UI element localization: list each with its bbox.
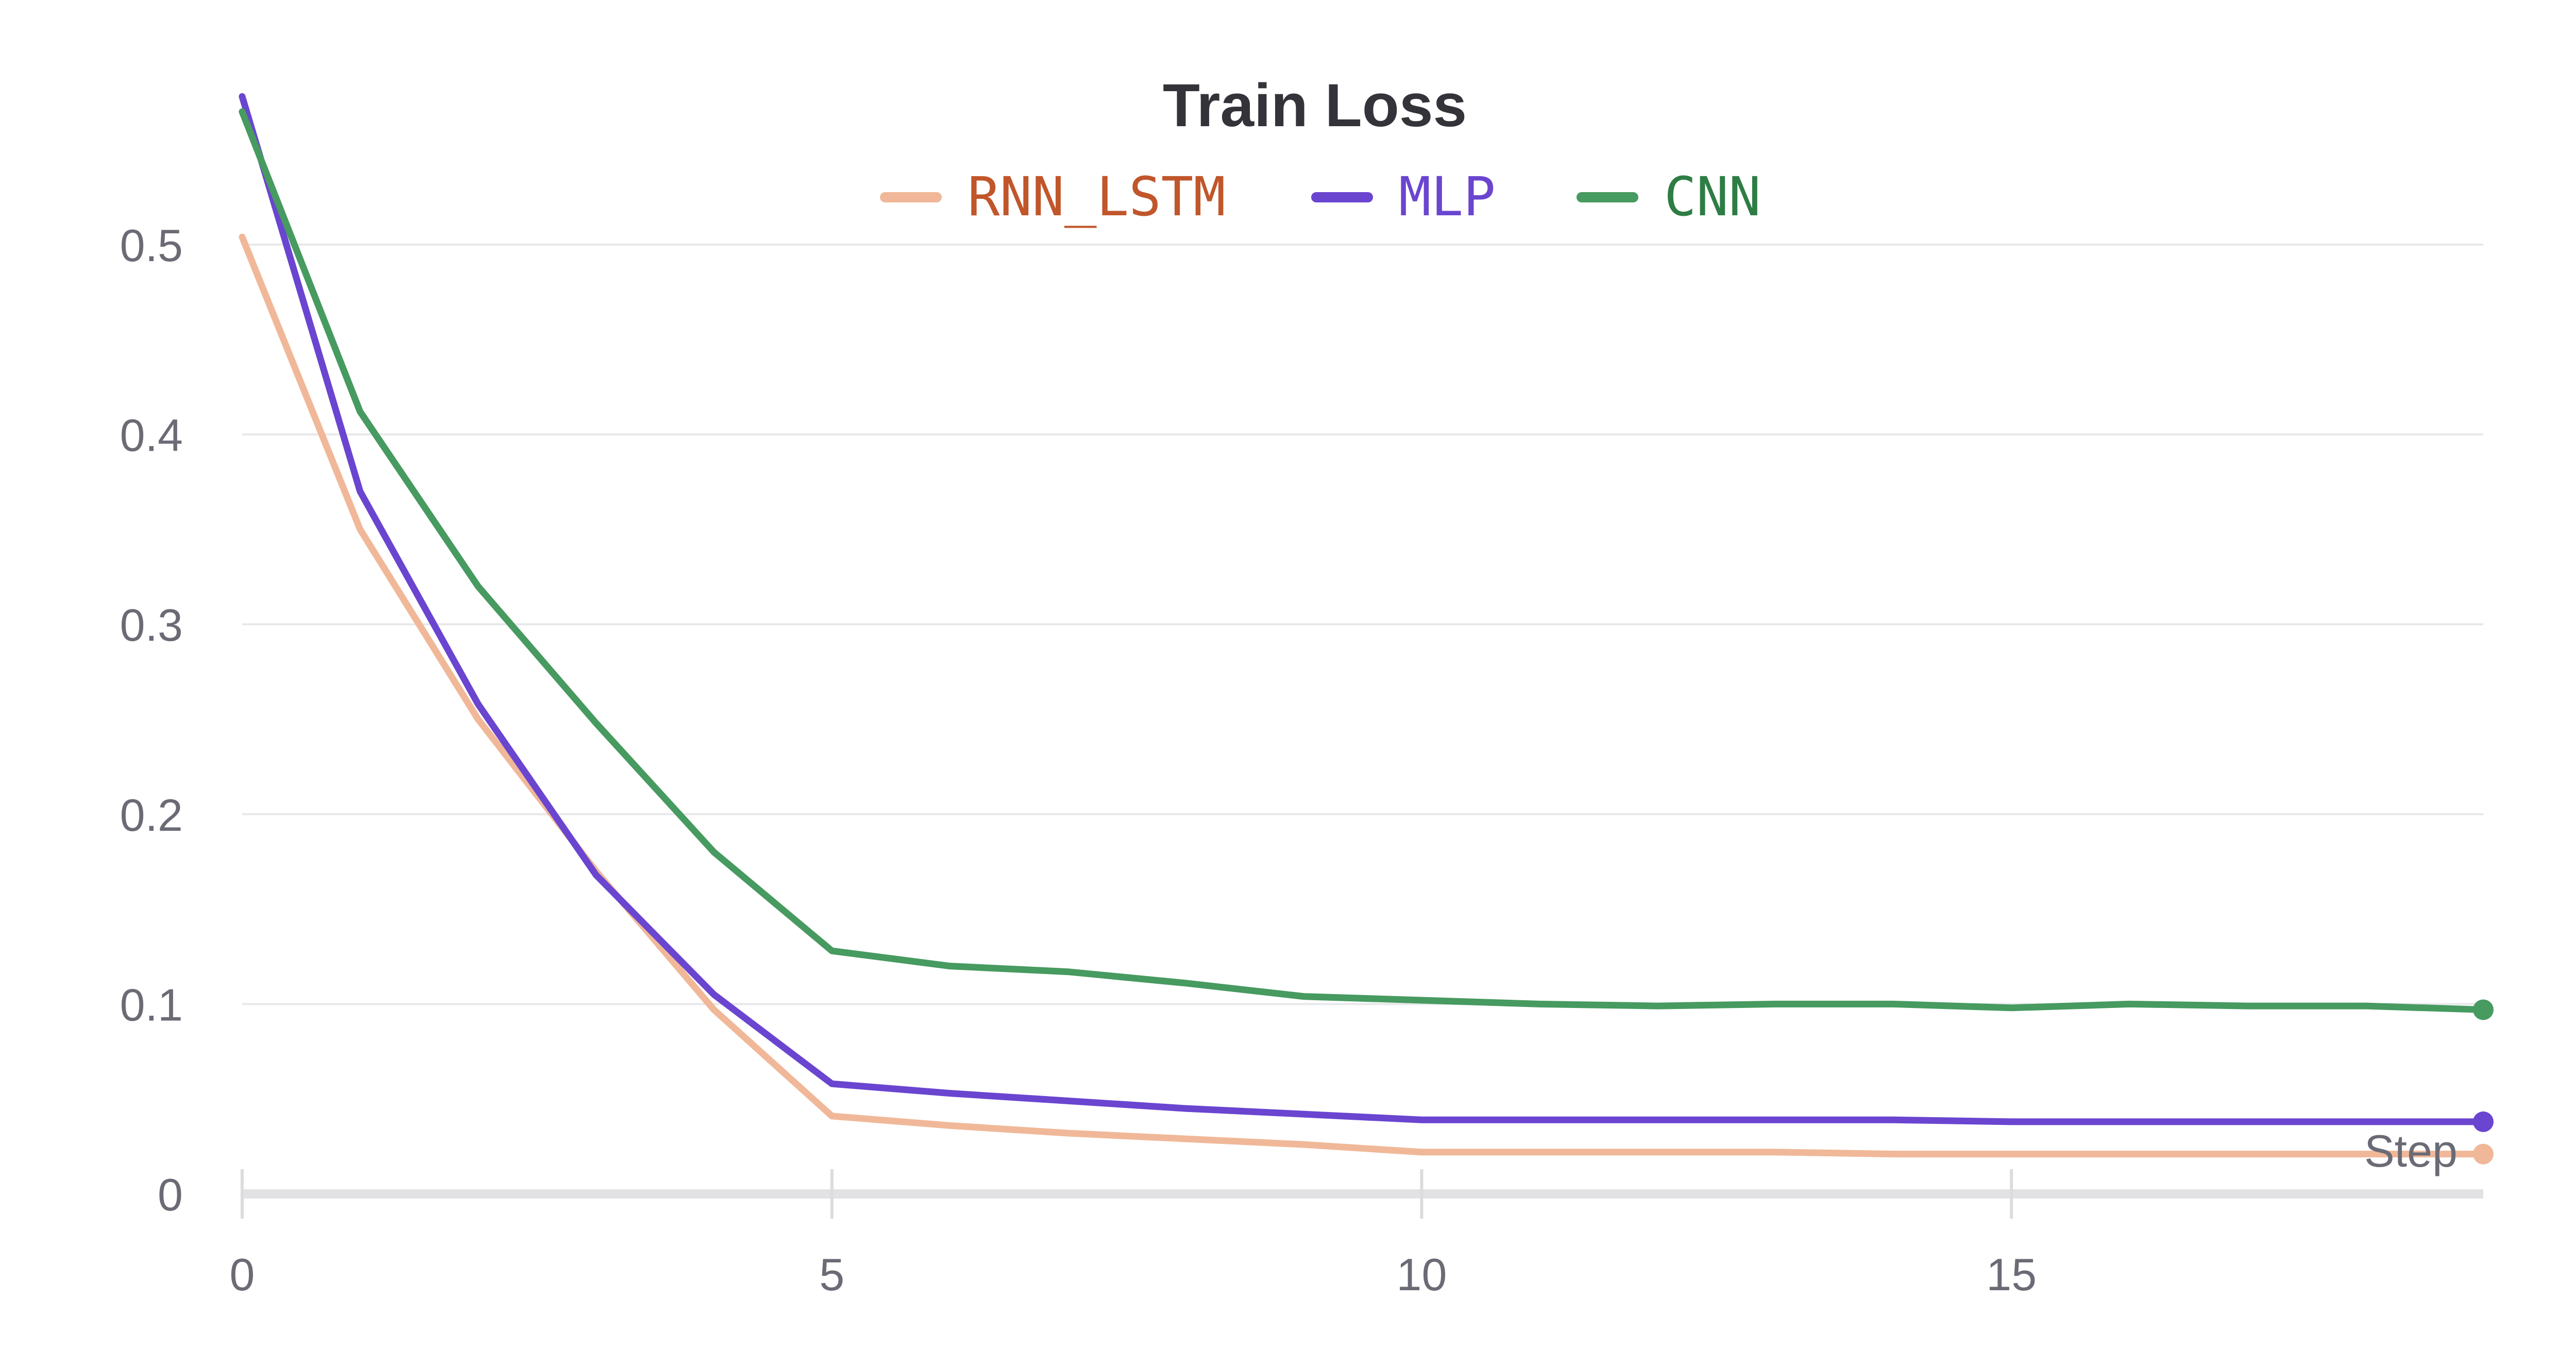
y-tick-label: 0.3 [120,600,183,651]
y-tick-label: 0.1 [120,979,183,1030]
series-end-point-mlp [2473,1111,2494,1132]
series-line-rnn_lstm [239,233,2487,1158]
y-tick-label: 0.2 [120,790,183,841]
y-tick-label: 0.5 [120,220,183,271]
legend-label-cnn: CNN [1664,165,1761,228]
y-tick-label: 0 [158,1169,183,1220]
legend: RNN_LSTM MLP CNN [880,165,1761,228]
chart-title: Train Loss [1163,72,1467,140]
y-axis: 0 0.1 0.2 0.3 0.4 0.5 [120,220,183,1220]
series-line-mlp [239,93,2487,1125]
grid [242,243,2483,1005]
y-tick-label: 0.4 [120,410,183,461]
x-tick-label: 15 [1986,1249,2037,1300]
x-axis: 0 5 10 15 [230,1169,2483,1300]
series-layer [239,93,2494,1165]
series-line-cnn [239,108,2487,1013]
x-tick-label: 10 [1397,1249,1447,1300]
x-tick-label: 5 [819,1249,844,1300]
series-end-point-rnn_lstm [2473,1143,2494,1165]
series-end-point-cnn [2473,999,2494,1020]
x-axis-title: Step [2364,1125,2458,1176]
x-tick-label: 0 [230,1249,255,1300]
legend-label-mlp: MLP [1399,165,1496,228]
legend-label-rnn_lstm: RNN_LSTM [968,165,1226,228]
